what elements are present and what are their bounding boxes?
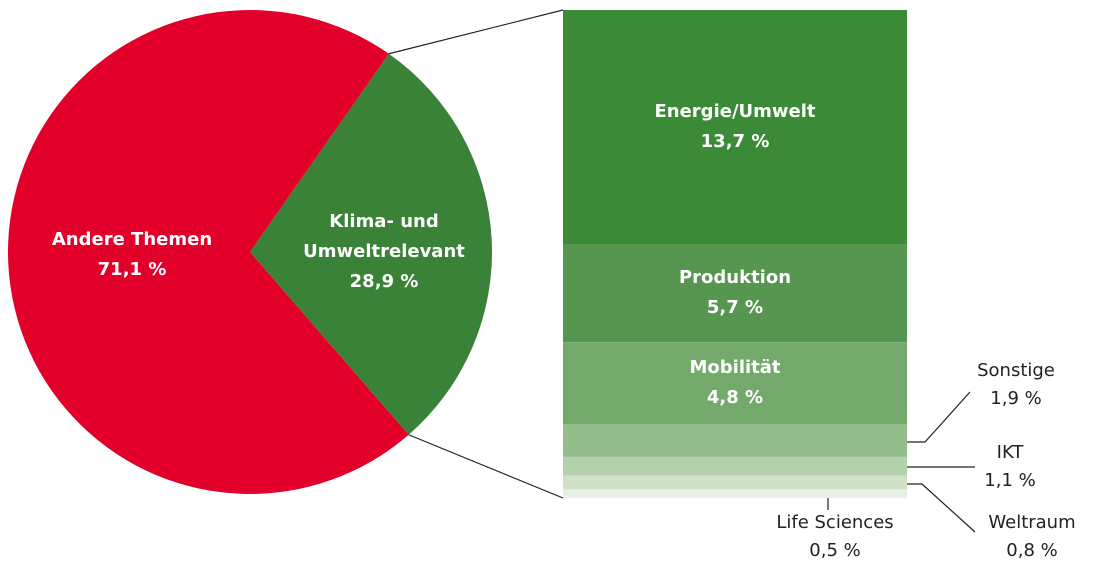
label: Produktion 5,7 % xyxy=(585,263,885,323)
label-text: 71,1 % xyxy=(97,259,167,280)
pie-slice xyxy=(250,53,492,435)
label-text: 1,1 % xyxy=(984,470,1036,491)
connector xyxy=(408,434,564,499)
label: Andere Themen 71,1 % xyxy=(22,225,242,285)
label-text: 0,8 % xyxy=(1006,540,1058,561)
bar-segment xyxy=(563,342,907,425)
label-text: IKT xyxy=(996,442,1024,463)
label: Life Sciences 0,5 % xyxy=(755,509,915,565)
label-text: 13,7 % xyxy=(700,131,770,153)
bar-segment xyxy=(563,475,907,490)
label-text: 1,9 % xyxy=(990,388,1042,409)
bar-segment xyxy=(563,456,907,476)
bar-segment xyxy=(563,244,907,343)
label-text: 0,5 % xyxy=(809,540,861,561)
label-text: Energie/Umwelt xyxy=(654,101,816,123)
label-text: 4,8 % xyxy=(706,387,764,409)
label-text: Weltraum xyxy=(988,512,1076,533)
leader-line xyxy=(907,483,976,533)
label: Energie/Umwelt 13,7 % xyxy=(585,97,885,157)
connector xyxy=(388,9,564,55)
leader-line xyxy=(907,391,971,443)
label: IKT 1,1 % xyxy=(930,439,1090,495)
label-text: Mobilität xyxy=(689,357,781,379)
label: Mobilität 4,8 % xyxy=(585,353,885,413)
bar-segment xyxy=(563,489,907,498)
bar-segment xyxy=(563,10,907,245)
label-text: Sonstige xyxy=(977,360,1055,381)
label-text: Life Sciences xyxy=(776,512,894,533)
label-text: 5,7 % xyxy=(706,297,764,319)
bar-segment xyxy=(563,424,907,457)
label: Klima- und Umweltrelevant 28,9 % xyxy=(294,207,474,297)
label-text: 28,9 % xyxy=(349,271,419,292)
label-text: Andere Themen xyxy=(51,229,213,250)
label-text: Klima- und Umweltrelevant xyxy=(303,211,465,262)
label: Weltraum 0,8 % xyxy=(952,509,1093,565)
label: Sonstige 1,9 % xyxy=(936,357,1093,413)
label-text: Produktion xyxy=(678,267,792,289)
pie-slice xyxy=(7,9,409,494)
